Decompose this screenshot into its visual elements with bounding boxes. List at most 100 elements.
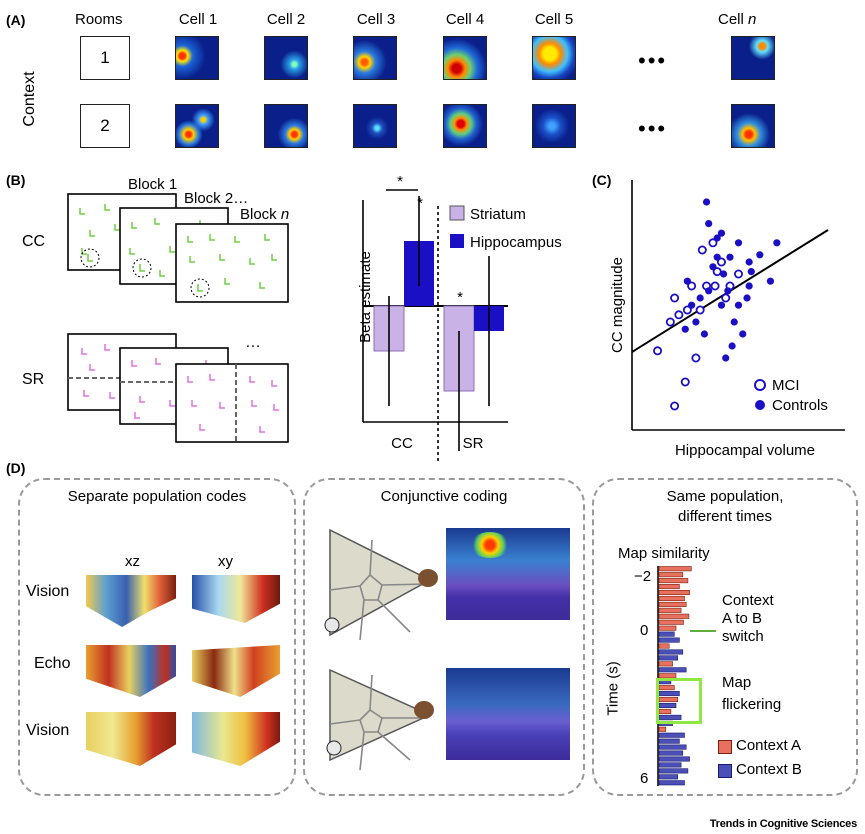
flicker-highlight-box xyxy=(656,678,702,724)
same-population-title-2: different times xyxy=(678,508,772,525)
scatter-point-controls-16 xyxy=(692,318,700,326)
legend-label-hippocampus: Hippocampus xyxy=(470,234,562,251)
scatter-point-controls-13 xyxy=(728,342,736,350)
similarity-bar-32 xyxy=(658,756,690,762)
room-1-box: 1 xyxy=(80,36,130,80)
row-vision-1: Vision xyxy=(26,583,70,600)
heatmap-cell1-room2 xyxy=(175,104,219,148)
similarity-bar-5 xyxy=(658,595,685,601)
ball-icon-bottom xyxy=(326,740,342,756)
scatter-point-controls-26 xyxy=(717,229,726,237)
cell-4-title: Cell 4 xyxy=(445,11,485,28)
scatter-point-controls-15 xyxy=(700,330,709,338)
scatter-y-label: CC magnitude xyxy=(609,257,626,353)
col-xz-label: xz xyxy=(125,553,140,570)
ellipsis-room1: ••• xyxy=(638,48,668,73)
heatmap-cell3-room2 xyxy=(353,104,397,148)
heatmap-cell4-room1 xyxy=(443,36,487,80)
bat-view-bottom xyxy=(446,668,570,760)
panel-d-label: (D) xyxy=(6,460,26,476)
heatmap-celln-room1 xyxy=(731,36,775,80)
map-similarity-label: Map similarity xyxy=(618,545,710,562)
significance-star-bracket: * xyxy=(397,173,403,190)
scatter-point-controls-2 xyxy=(713,234,721,242)
panel-c-label: (C) xyxy=(592,172,612,188)
sr-category-label: SR xyxy=(463,435,484,452)
scatter-point-controls-4 xyxy=(745,258,753,266)
scatter-point-mci-8 xyxy=(716,257,726,267)
cell-n-prefix: Cell xyxy=(718,11,744,28)
bar-marks xyxy=(373,196,504,451)
cc-block-stack xyxy=(67,193,289,303)
scatter-point-mci-1 xyxy=(687,281,697,291)
scatter-point-controls-29 xyxy=(743,294,751,302)
scatter-point-mci-4 xyxy=(653,346,663,356)
block-n-var: n xyxy=(280,206,290,223)
scatter-point-mci-3 xyxy=(665,317,675,327)
scatter-point-mci-5 xyxy=(670,293,680,303)
scatter-point-controls-7 xyxy=(773,239,781,247)
scatter-point-mci-0 xyxy=(691,353,701,363)
cc-category-label: CC xyxy=(391,435,413,452)
similarity-bar-35 xyxy=(658,774,679,780)
similarity-bar-31 xyxy=(658,750,684,756)
legend-label-controls: Controls xyxy=(772,397,828,414)
scatter-point-mci-7 xyxy=(712,267,722,277)
scatter-point-controls-14 xyxy=(722,354,730,362)
similarity-bar-20 xyxy=(658,685,675,691)
room-1-label: 1 xyxy=(100,48,110,67)
heatmap-cell5-room1 xyxy=(532,36,576,80)
similarity-bar-23 xyxy=(658,702,677,709)
scatter-point-controls-22 xyxy=(734,301,743,309)
similarity-bar-18 xyxy=(658,673,677,679)
journal-credit: Trends in Cognitive Sciences xyxy=(709,818,857,830)
heatmap-cell4-room2 xyxy=(443,104,487,148)
scatter-point-mci-17 xyxy=(710,281,720,291)
scatter-point-controls-8 xyxy=(745,282,753,290)
scatter-point-controls-19 xyxy=(709,263,717,271)
scatter-point-mci-10 xyxy=(697,245,707,255)
similarity-bar-16 xyxy=(658,661,673,667)
legend-label-striatum: Striatum xyxy=(470,206,526,223)
scatter-point-controls-17 xyxy=(688,301,696,309)
same-population-title-1: Same population, xyxy=(666,488,784,505)
bar-y-axis-label: Beta estimate xyxy=(357,251,374,343)
scatter-point-controls-18 xyxy=(683,277,691,285)
similarity-bar-27 xyxy=(658,726,667,732)
conjunctive-coding-title: Conjunctive coding xyxy=(380,488,508,505)
scatter-point-mci-2 xyxy=(674,310,684,320)
similarity-bar-30 xyxy=(658,744,687,750)
context-switch-line2: A to B xyxy=(722,610,763,627)
similarity-bar-17 xyxy=(658,667,687,673)
legend-swatch-striatum xyxy=(449,205,465,221)
col-xy-label: xy xyxy=(218,553,233,570)
block-n-prefix: Block xyxy=(240,206,277,223)
similarity-bar-3 xyxy=(658,584,680,590)
bat-view-top-hotspot xyxy=(470,532,510,558)
similarity-bar-0 xyxy=(658,566,692,572)
similarity-bar-29 xyxy=(658,738,680,744)
similarity-bar-4 xyxy=(658,589,690,596)
bat-icon-top xyxy=(418,569,438,587)
row-vision-2: Vision xyxy=(26,722,70,739)
legend-swatch-context-a xyxy=(718,740,732,754)
block-2-text: Block 2 xyxy=(184,190,234,207)
scatter-point-mci-13 xyxy=(680,377,690,387)
legend-label-context-b: Context B xyxy=(736,761,802,778)
cell-3-title: Cell 3 xyxy=(356,11,396,28)
context-switch-marker xyxy=(690,630,716,632)
sr-row-label: SR xyxy=(22,371,45,388)
cc-row-label: CC xyxy=(22,233,46,250)
heatmap-cell2-room1 xyxy=(264,36,308,80)
heatmap-cell5-room2 xyxy=(532,104,576,148)
sr-block-stack xyxy=(67,333,289,443)
flicker-line2: flickering xyxy=(722,696,782,713)
scatter-point-controls-5 xyxy=(756,251,764,259)
heatmap-cell1-room1 xyxy=(175,36,219,80)
context-switch-line1: Context xyxy=(722,592,774,609)
same-population-box xyxy=(592,478,858,796)
similarity-bar-24 xyxy=(658,708,672,714)
separate-codes-title: Separate population codes xyxy=(67,488,247,505)
similarity-bar-13 xyxy=(658,643,670,649)
beta-bar-chart: Beta estimate CC SR * * * Striatum Hippo… xyxy=(357,173,562,464)
